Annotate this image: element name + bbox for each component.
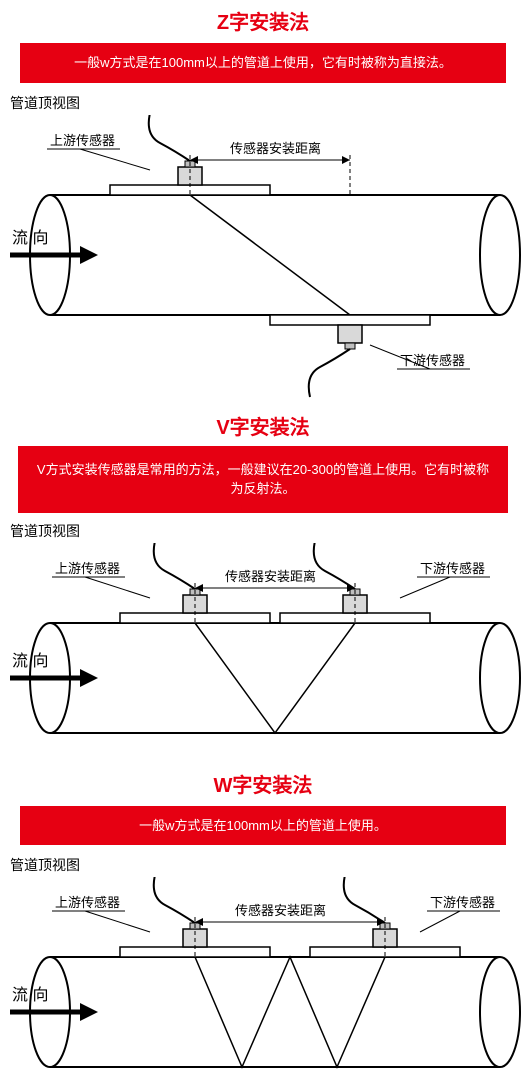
upstream-sensor-label: 上游传感器 bbox=[50, 133, 115, 148]
distance-label: 传感器安装距离 bbox=[235, 903, 326, 918]
beam-path bbox=[195, 957, 385, 1067]
downstream-sensor-label: 下游传感器 bbox=[420, 561, 485, 576]
beam-path bbox=[195, 623, 355, 733]
section-z: Z字安装法一般w方式是在100mm以上的管道上使用，它有时被称为直接法。管道顶视… bbox=[0, 0, 526, 405]
upstream-sensor-label: 上游传感器 bbox=[55, 895, 120, 910]
section-subtitle: 管道顶视图 bbox=[0, 851, 526, 877]
section-banner: V方式安装传感器是常用的方法，一般建议在20-300的管道上使用。它有时被称为反… bbox=[20, 448, 506, 511]
section-title: W字安装法 bbox=[0, 763, 526, 802]
section-title: V字安装法 bbox=[0, 405, 526, 444]
section-banner: 一般w方式是在100mm以上的管道上使用，它有时被称为直接法。 bbox=[20, 43, 506, 83]
section-v: V字安装法 V方式安装传感器是常用的方法，一般建议在20-300的管道上使用。它有… bbox=[0, 405, 526, 763]
downstream-sensor-label: 下游传感器 bbox=[430, 895, 495, 910]
section-title: Z字安装法 bbox=[0, 0, 526, 39]
section-subtitle: 管道顶视图 bbox=[0, 517, 526, 543]
distance-label: 传感器安装距离 bbox=[225, 569, 316, 584]
diagram-w: 流 向 上游传感器 下游传感器传感器安装距离 bbox=[0, 877, 526, 1087]
flow-label: 流 向 bbox=[12, 986, 48, 1004]
section-subtitle: 管道顶视图 bbox=[0, 89, 526, 115]
diagram-v: 流 向 上游传感器 下游传感器传感器安装距离 bbox=[0, 543, 526, 763]
beam-path bbox=[190, 195, 350, 315]
distance-label: 传感器安装距离 bbox=[230, 141, 321, 156]
upstream-sensor-label: 上游传感器 bbox=[55, 561, 120, 576]
section-banner: 一般w方式是在100mm以上的管道上使用。 bbox=[20, 806, 506, 846]
diagram-z: 流 向上游传感器下游传感器传感器安装距离 bbox=[0, 115, 526, 405]
flow-label: 流 向 bbox=[12, 229, 48, 247]
flow-label: 流 向 bbox=[12, 652, 48, 670]
section-w: W字安装法一般w方式是在100mm以上的管道上使用。管道顶视图流 向 上游传感器 下… bbox=[0, 763, 526, 1087]
